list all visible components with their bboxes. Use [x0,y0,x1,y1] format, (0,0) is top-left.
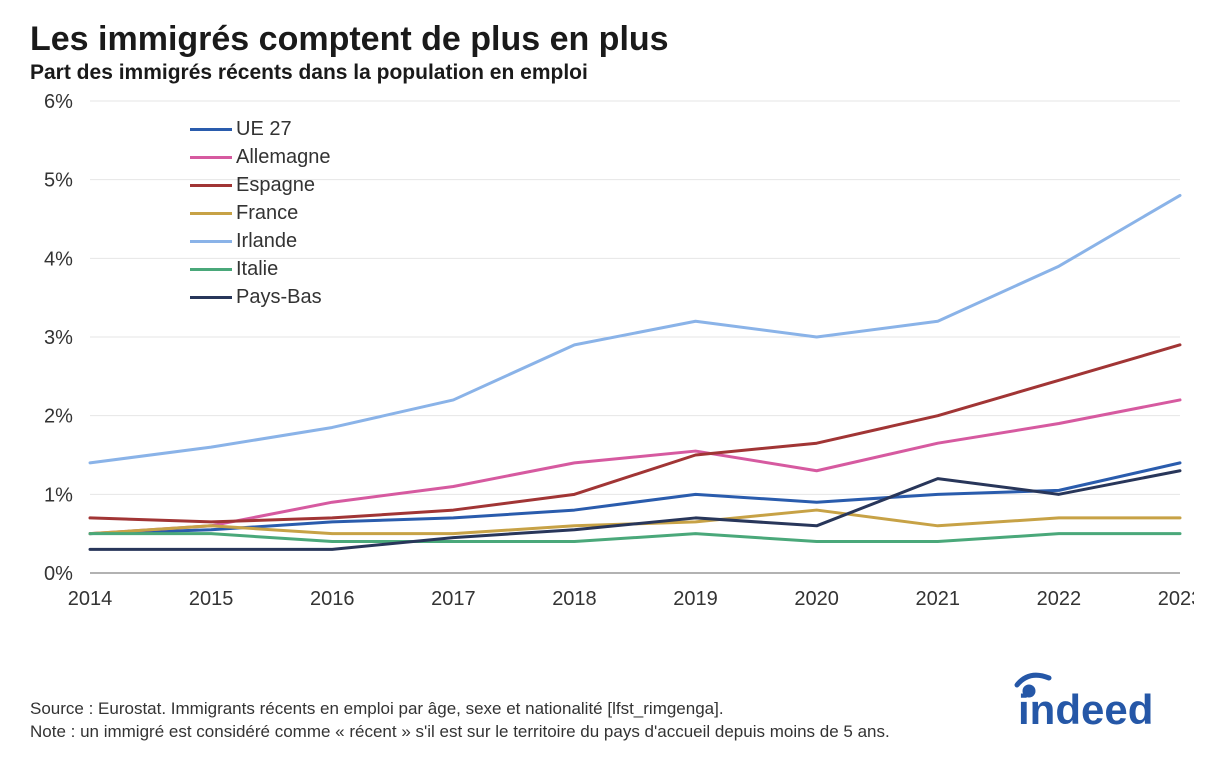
legend-label: Irlande [236,230,297,253]
y-axis-label: 5% [44,170,73,192]
x-axis-label: 2021 [916,588,961,610]
legend-swatch-icon [190,240,232,243]
note-text: Note : un immigré est considéré comme « … [30,721,930,744]
legend-item: Espagne [190,171,331,199]
logo-wordmark: indeed [1018,686,1153,729]
y-axis-label: 0% [44,563,73,585]
source-text: Source : Eurostat. Immigrants récents en… [30,698,930,721]
x-axis-label: 2016 [310,588,355,610]
legend-label: Italie [236,258,278,281]
legend-label: France [236,202,298,225]
page-root: Les immigrés comptent de plus en plus Pa… [0,0,1224,762]
y-axis-label: 2% [44,406,73,428]
legend-label: Pays-Bas [236,286,322,309]
logo-swoosh-icon [1017,675,1049,685]
legend-swatch-icon [190,128,232,131]
legend-item: UE 27 [190,115,331,143]
y-axis-label: 4% [44,248,73,270]
series-line [90,534,1180,542]
legend-label: Allemagne [236,146,331,169]
legend-label: Espagne [236,174,315,197]
indeed-logo: indeed [1005,669,1190,734]
x-axis-label: 2014 [68,588,113,610]
legend-swatch-icon [190,268,232,271]
x-axis-label: 2018 [552,588,597,610]
x-axis-label: 2023 [1158,588,1194,610]
x-axis-label: 2020 [794,588,839,610]
y-axis-label: 1% [44,484,73,506]
x-axis-label: 2019 [673,588,718,610]
x-axis-label: 2015 [189,588,234,610]
legend-swatch-icon [190,156,232,159]
footer: Source : Eurostat. Immigrants récents en… [30,698,930,744]
y-axis-label: 3% [44,327,73,349]
legend-label: UE 27 [236,118,292,141]
x-axis-label: 2017 [431,588,476,610]
legend-item: Irlande [190,227,331,255]
legend: UE 27 Allemagne Espagne France Irlande Italie… [190,115,331,311]
chart-title: Les immigrés comptent de plus en plus [30,20,1194,59]
legend-item: Allemagne [190,143,331,171]
legend-item: Pays-Bas [190,283,331,311]
legend-swatch-icon [190,296,232,299]
legend-item: Italie [190,255,331,283]
series-line [90,345,1180,522]
chart-subtitle: Part des immigrés récents dans la popula… [30,61,1194,85]
legend-swatch-icon [190,184,232,187]
series-line [90,400,1180,534]
y-axis-label: 6% [44,93,73,113]
x-axis-label: 2022 [1037,588,1082,610]
chart-container: UE 27 Allemagne Espagne France Irlande Italie… [30,93,1194,623]
legend-swatch-icon [190,212,232,215]
legend-item: France [190,199,331,227]
